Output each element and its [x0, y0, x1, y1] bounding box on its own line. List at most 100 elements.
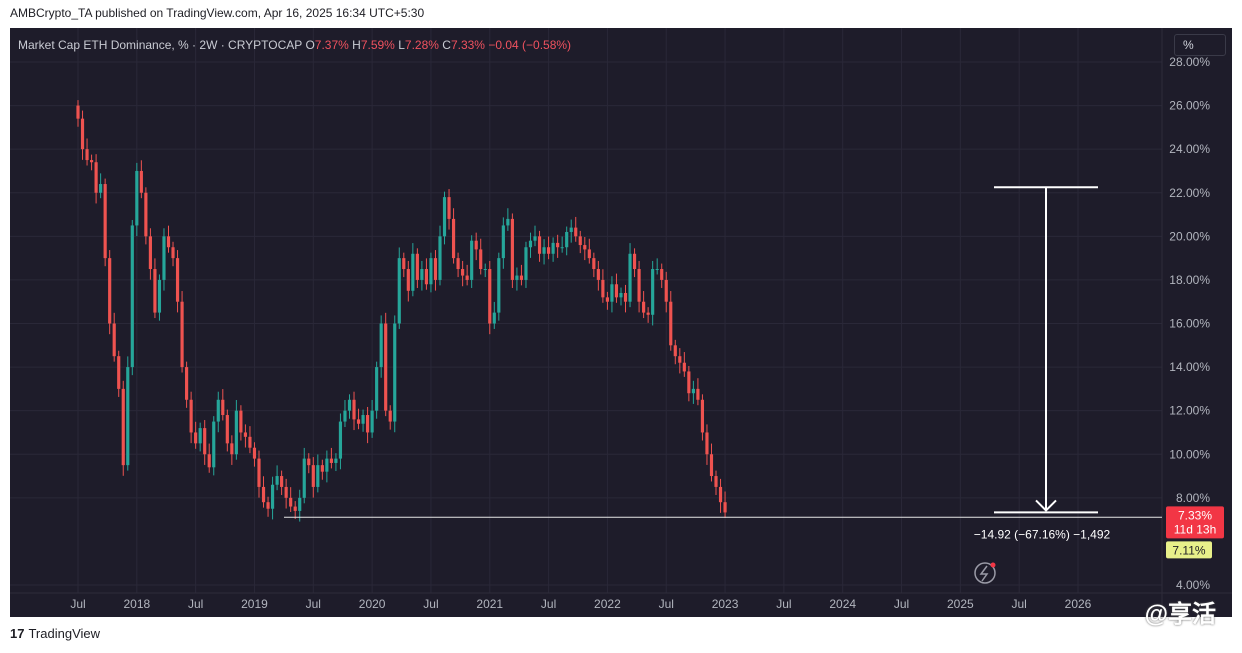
- candle: [76, 100, 80, 127]
- candle: [605, 291, 609, 310]
- lightning-icon-bolt: [979, 565, 989, 582]
- candle: [479, 238, 483, 275]
- high-value: 7.59%: [360, 38, 395, 52]
- candle: [393, 315, 397, 433]
- candle: [528, 232, 533, 258]
- candle: [266, 496, 270, 517]
- candle-body: [180, 301, 184, 368]
- x-tick-label: 2021: [476, 597, 503, 611]
- grid-lines: [10, 28, 1162, 593]
- candles: [76, 100, 727, 522]
- candle: [239, 405, 243, 441]
- candle-body: [660, 269, 664, 280]
- candle-body: [76, 105, 80, 119]
- candle-body: [623, 292, 628, 302]
- candle-body: [175, 258, 180, 302]
- candle: [547, 236, 551, 260]
- candle: [343, 399, 347, 428]
- percent-scale-button[interactable]: %: [1174, 34, 1226, 56]
- y-tick-label: 24.00%: [1169, 142, 1210, 156]
- candle: [714, 470, 718, 496]
- candle: [556, 234, 560, 258]
- candle-body: [126, 367, 130, 466]
- candle-body: [438, 236, 442, 280]
- candle-body: [203, 428, 207, 455]
- countdown-label: 11d 13h: [1174, 522, 1217, 536]
- candle-body: [366, 415, 370, 433]
- candle: [171, 241, 175, 267]
- candle-body: [198, 428, 202, 444]
- candle: [664, 271, 668, 313]
- candle: [162, 228, 166, 291]
- x-tick-label: Jul: [188, 597, 203, 611]
- candle: [311, 457, 315, 498]
- candle-body: [560, 247, 564, 249]
- candle: [669, 291, 673, 351]
- candle-body: [270, 484, 275, 509]
- candle: [601, 269, 605, 303]
- candle: [438, 225, 442, 286]
- candle: [461, 260, 465, 287]
- candle: [619, 287, 623, 306]
- candle-body: [655, 269, 659, 271]
- candle: [361, 409, 365, 432]
- candle: [578, 230, 582, 254]
- candle-body: [565, 231, 569, 248]
- candle-body: [637, 269, 641, 302]
- candle-body: [687, 371, 691, 394]
- candle-body: [433, 258, 438, 280]
- x-tick-label: Jul: [423, 597, 438, 611]
- support-price-tag: [1166, 541, 1212, 559]
- symbol-name: Market Cap ETH Dominance, % · 2W · CRYPT…: [18, 38, 303, 52]
- candle-body: [117, 356, 121, 389]
- candle: [660, 263, 664, 288]
- candle: [180, 291, 184, 373]
- lightning-icon-ring: [974, 562, 996, 584]
- x-tick-label: 2023: [712, 597, 739, 611]
- candle: [614, 273, 619, 303]
- candle: [682, 352, 686, 377]
- candle-body: [239, 410, 243, 433]
- candle: [451, 208, 456, 264]
- candle: [130, 219, 134, 376]
- candle-body: [479, 249, 483, 270]
- measure-arrowhead: [1035, 499, 1057, 512]
- price-chart[interactable]: 4.00% 8.00% 10.00% 12.00% 14.00% 16.00% 18.00%…: [10, 28, 1232, 617]
- candle-body: [592, 258, 596, 270]
- chart-panel[interactable]: 4.00% 8.00% 10.00% 12.00% 14.00% 16.00% 18.00%…: [10, 28, 1232, 617]
- candle-body: [94, 162, 98, 193]
- candle: [194, 421, 198, 449]
- candle-body: [334, 458, 338, 463]
- candle-body: [583, 245, 587, 250]
- candle-body: [669, 301, 673, 346]
- x-tick-label: 2025: [947, 597, 974, 611]
- candle-body: [221, 399, 225, 416]
- candle: [139, 160, 143, 199]
- candle-body: [691, 388, 695, 394]
- candle-body: [569, 227, 573, 232]
- high-label: H: [352, 38, 361, 52]
- candle-body: [275, 476, 279, 485]
- candle: [185, 361, 189, 408]
- candle-body: [171, 247, 175, 259]
- candle: [533, 225, 537, 247]
- x-tick-label: Jul: [776, 597, 791, 611]
- candle-body: [465, 275, 469, 280]
- candle-body: [601, 279, 605, 298]
- candle-body: [483, 269, 487, 271]
- candle-body: [89, 160, 94, 163]
- candle: [352, 391, 356, 431]
- candle-body: [406, 269, 410, 291]
- y-tick-label: 22.00%: [1169, 186, 1210, 200]
- candle: [207, 443, 211, 473]
- candle: [216, 391, 220, 433]
- candle: [718, 478, 723, 513]
- candle-body: [488, 269, 492, 324]
- candle: [565, 226, 569, 256]
- candle-body: [343, 410, 347, 422]
- current-price-label: 7.33%: [1178, 508, 1212, 522]
- candle-body: [574, 227, 578, 237]
- y-tick-label: 28.00%: [1169, 55, 1210, 69]
- candle: [316, 454, 320, 493]
- candle-body: [207, 454, 211, 468]
